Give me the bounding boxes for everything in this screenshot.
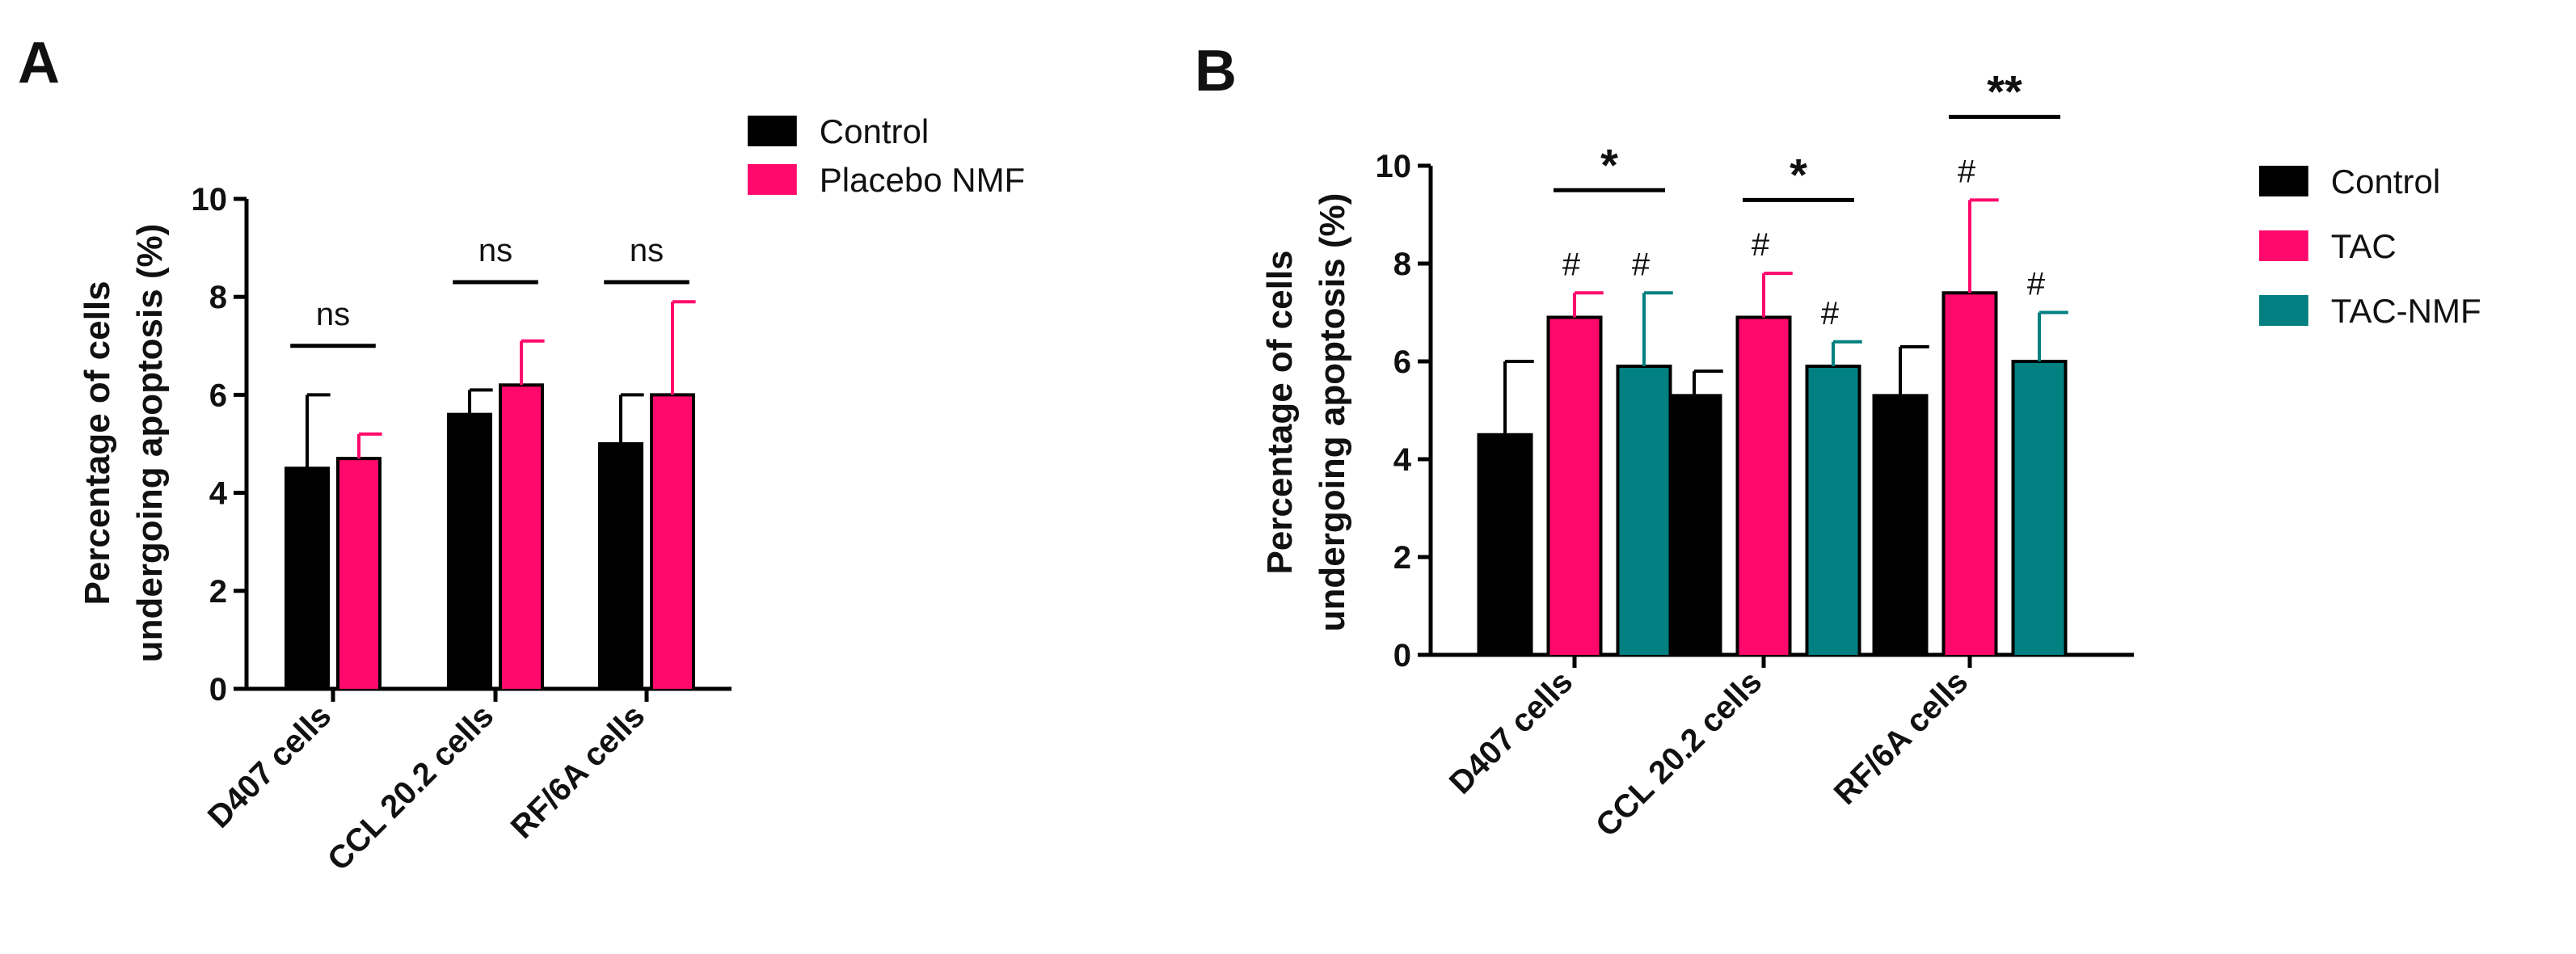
y-tick-label: 0 xyxy=(1393,638,1411,673)
comparison-label: * xyxy=(1600,139,1618,190)
y-tick-label: 10 xyxy=(1376,149,1412,184)
bar-tac-nmf xyxy=(2011,360,2068,655)
bar-placebo-nmf xyxy=(499,383,544,689)
legend-swatch xyxy=(2259,295,2308,326)
bar-placebo-nmf xyxy=(336,457,382,689)
x-tick-label: CCL 20.2 cells xyxy=(321,698,500,877)
chart-panel-b: 0 2 4 6 8 10 D407 cells CCL 20.2 cells RF/6A cel… xyxy=(1260,66,2481,844)
bar-tac-nmf xyxy=(1616,365,1672,655)
y-tick-label: 2 xyxy=(1393,540,1411,576)
y-tick-label: 6 xyxy=(209,378,227,413)
bar-control xyxy=(447,412,492,689)
bar-control xyxy=(285,466,330,689)
significance-mark: # xyxy=(2027,267,2046,302)
y-tick-label: 8 xyxy=(1393,247,1411,282)
y-axis-title: Percentage of cells xyxy=(1260,250,1300,574)
x-tick-label: D407 cells xyxy=(1443,664,1579,800)
x-tick-label: RF/6A cells xyxy=(504,698,652,846)
legend-swatch xyxy=(748,164,797,195)
significance-mark: # xyxy=(1632,247,1651,282)
x-tick-label: RF/6A cells xyxy=(1828,664,1975,812)
legend-label: Placebo NMF xyxy=(820,161,1025,199)
significance-mark: # xyxy=(1562,247,1581,282)
bar-control xyxy=(598,442,643,689)
y-tick-label: 6 xyxy=(1393,344,1411,380)
bar-tac xyxy=(1735,315,1792,655)
panel-label-b: B xyxy=(1195,39,1237,103)
y-axis-title: undergoing apoptosis (%) xyxy=(1313,193,1352,632)
y-tick-label: 10 xyxy=(192,182,228,217)
y-tick-label: 4 xyxy=(1393,442,1412,478)
comparison-label: ** xyxy=(1987,66,2022,117)
y-tick-label: 0 xyxy=(209,672,227,707)
legend-label: Control xyxy=(2331,163,2440,201)
comparison-label: ns xyxy=(479,233,512,268)
bar-placebo-nmf xyxy=(650,393,695,689)
comparison-label: * xyxy=(1790,149,1807,200)
x-tick-label: D407 cells xyxy=(201,698,338,834)
bar-control xyxy=(1666,394,1722,655)
x-tick-label: CCL 20.2 cells xyxy=(1589,664,1769,843)
bar-tac-nmf xyxy=(1805,365,1861,655)
y-tick-label: 2 xyxy=(209,574,227,610)
comparison-label: ns xyxy=(630,233,664,268)
y-tick-label: 8 xyxy=(209,280,227,315)
bar-control xyxy=(1872,394,1929,655)
legend-label: TAC xyxy=(2331,227,2397,265)
y-axis-title: Percentage of cells xyxy=(78,281,117,605)
legend-label: Control xyxy=(820,112,929,150)
bar-control xyxy=(1477,433,1533,655)
bar-tac xyxy=(1546,315,1603,655)
significance-mark: # xyxy=(1752,227,1770,263)
legend-swatch xyxy=(2259,166,2308,196)
legend-swatch xyxy=(748,116,797,146)
significance-mark: # xyxy=(1821,296,1840,331)
y-tick-label: 4 xyxy=(209,476,228,512)
significance-mark: # xyxy=(1958,154,1976,189)
y-axis-title: undergoing apoptosis (%) xyxy=(130,224,170,663)
legend-swatch xyxy=(2259,230,2308,261)
comparison-label: ns xyxy=(316,297,350,332)
panel-label-a: A xyxy=(18,31,60,95)
legend-label: TAC-NMF xyxy=(2331,292,2481,330)
bar-tac xyxy=(1941,291,1998,655)
